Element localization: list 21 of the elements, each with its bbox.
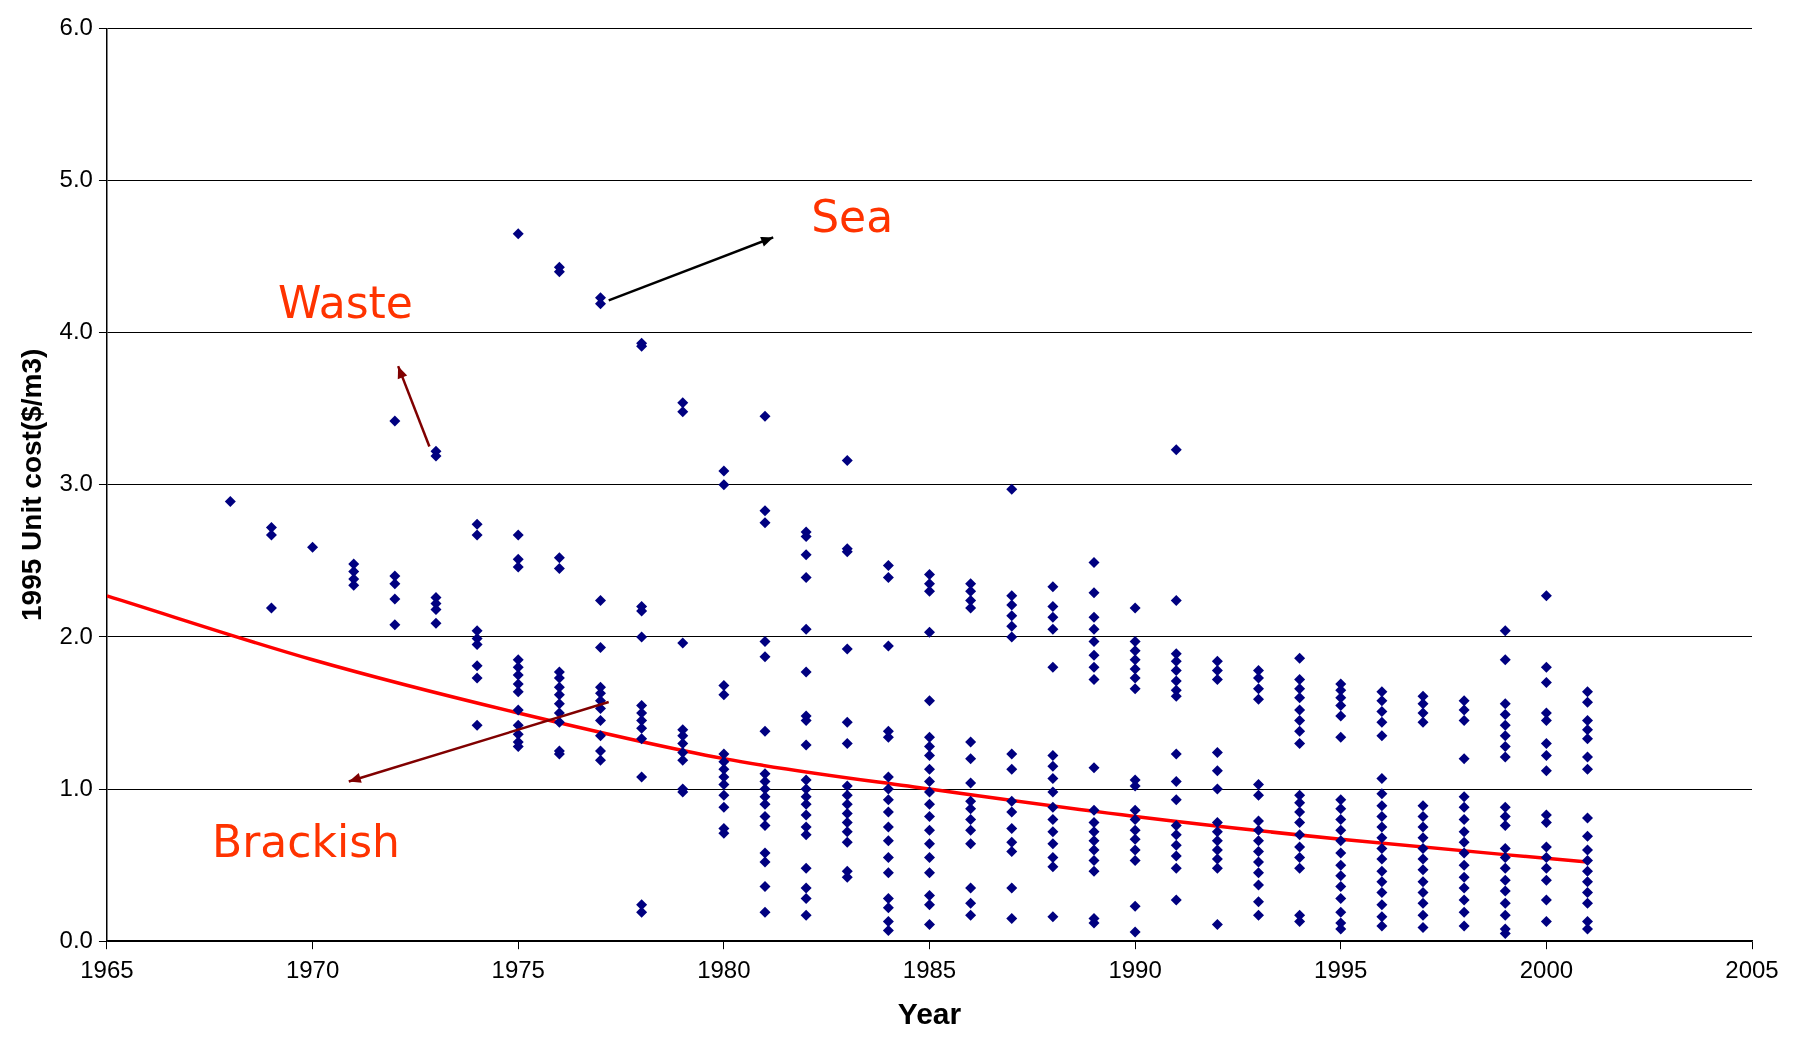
x-tick-label: 1975 [491, 956, 545, 984]
y-tick-label: 5.0 [59, 165, 93, 193]
annotation: Brackish [212, 815, 400, 867]
y-tick-label: 3.0 [59, 469, 93, 497]
x-tick-label: 1980 [697, 956, 751, 984]
x-tick-label: 1990 [1108, 956, 1162, 984]
y-tick-label: 1.0 [59, 773, 93, 801]
x-tick-label: 2000 [1519, 956, 1574, 984]
annotation: Sea [811, 190, 894, 242]
x-tick-label: 1995 [1314, 956, 1368, 984]
x-axis-title: Year [897, 997, 962, 1031]
x-tick-label: 1965 [80, 956, 134, 984]
x-tick-label: 2005 [1725, 956, 1779, 984]
y-tick-label: 4.0 [59, 317, 93, 345]
y-tick-label: 0.0 [59, 925, 93, 953]
x-tick-label: 1970 [285, 956, 340, 984]
y-tick-label: 2.0 [59, 621, 93, 649]
annotation: Waste [278, 277, 413, 329]
y-tick-label: 6.0 [59, 13, 93, 41]
x-tick-label: 1985 [902, 956, 957, 984]
y-axis-title: 1995 Unit cost($/m3) [15, 348, 47, 621]
